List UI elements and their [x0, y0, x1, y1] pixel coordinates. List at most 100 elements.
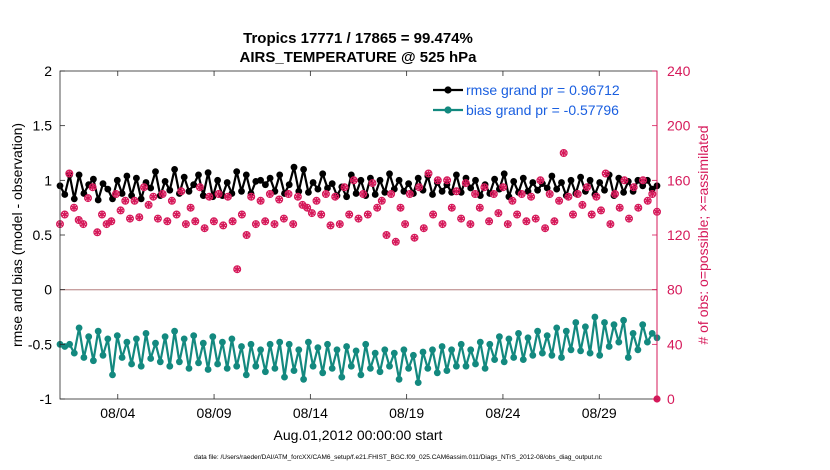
- point-rmse: [386, 170, 393, 178]
- point-obs-assimilated: [424, 169, 432, 178]
- chart-subtitle: AIRS_TEMPERATURE @ 525 hPa: [240, 49, 478, 66]
- point-rmse: [534, 186, 541, 194]
- point-bias: [376, 368, 384, 376]
- point-bias: [276, 338, 284, 346]
- asterisk-stroke: [275, 197, 283, 202]
- asterisk-stroke: [149, 194, 157, 200]
- asterisk-stroke: [210, 218, 218, 224]
- asterisk-stroke: [196, 184, 204, 190]
- point-obs-assimilated: [131, 197, 139, 205]
- point-bias: [610, 321, 618, 329]
- point-obs-assimilated: [65, 169, 73, 178]
- point-bias: [94, 327, 102, 335]
- point-bias: [161, 333, 169, 341]
- point-obs-assimilated: [61, 210, 69, 219]
- point-obs-assimilated: [368, 179, 377, 187]
- asterisk-stroke: [229, 218, 237, 224]
- point-rmse: [137, 195, 145, 203]
- point-obs-assimilated: [448, 204, 456, 212]
- point-rmse: [238, 187, 245, 195]
- asterisk-stroke: [280, 216, 288, 222]
- point-obs-assimilated: [457, 215, 465, 223]
- point-rmse: [152, 168, 159, 176]
- point-rmse: [276, 171, 284, 179]
- point-bias: [338, 373, 346, 381]
- asterisk-stroke: [648, 191, 656, 197]
- point-obs-assimilated: [555, 197, 563, 205]
- asterisk-stroke: [135, 214, 143, 220]
- asterisk-stroke: [261, 218, 269, 224]
- point-obs-assimilated: [536, 176, 544, 184]
- point-rmse: [199, 192, 207, 200]
- asterisk-stroke: [224, 194, 232, 200]
- point-bias: [433, 369, 441, 377]
- asterisk-stroke: [569, 212, 577, 217]
- point-obs-assimilated: [261, 217, 269, 225]
- point-obs-assimilated: [159, 190, 167, 198]
- asterisk-stroke: [177, 188, 185, 194]
- point-bias: [75, 324, 83, 332]
- point-obs-assimilated: [494, 209, 502, 217]
- point-obs-assimilated: [513, 210, 521, 219]
- point-obs-assimilated: [508, 197, 516, 205]
- point-rmse: [381, 189, 389, 196]
- asterisk-stroke: [112, 191, 120, 197]
- point-rmse: [133, 174, 140, 182]
- point-obs-assimilated: [350, 176, 358, 184]
- point-obs-assimilated: [149, 193, 157, 201]
- asterisk-stroke: [574, 191, 582, 197]
- asterisk-stroke: [546, 191, 554, 197]
- asterisk-stroke: [340, 184, 349, 190]
- asterisk-stroke: [597, 207, 605, 213]
- asterisk-stroke: [578, 202, 586, 208]
- asterisk-stroke: [462, 180, 470, 186]
- point-rmse: [285, 181, 293, 189]
- asterisk-stroke: [317, 212, 325, 217]
- point-obs-assimilated: [406, 190, 414, 198]
- asterisk-stroke: [368, 180, 377, 186]
- point-obs-assimilated: [429, 210, 437, 219]
- point-rmse: [548, 172, 556, 180]
- asterisk-stroke: [634, 205, 642, 211]
- asterisk-stroke: [345, 212, 353, 217]
- point-rmse: [519, 174, 527, 182]
- point-obs-assimilated: [396, 204, 405, 212]
- asterisk-stroke: [471, 191, 479, 197]
- point-obs-assimilated: [378, 197, 386, 205]
- point-obs-assimilated: [317, 210, 325, 219]
- asterisk-stroke: [205, 194, 213, 200]
- asterisk-stroke: [606, 221, 614, 227]
- y-tick-label-right: 40: [667, 336, 683, 352]
- point-bias: [601, 319, 608, 326]
- asterisk-stroke: [131, 198, 139, 204]
- point-rmse: [104, 185, 112, 193]
- point-obs-assimilated: [527, 193, 535, 201]
- point-bias: [238, 343, 245, 350]
- point-obs-assimilated: [163, 217, 171, 225]
- y-tick-label-left: -0.5: [28, 336, 52, 352]
- point-bias: [252, 362, 260, 370]
- point-obs-assimilated: [322, 190, 330, 198]
- asterisk-stroke: [117, 207, 125, 213]
- point-bias: [586, 349, 594, 357]
- point-rmse: [161, 178, 169, 185]
- point-obs-assimilated: [135, 213, 143, 221]
- point-bias: [228, 335, 236, 343]
- point-obs-assimilated: [415, 183, 423, 191]
- point-bias: [582, 323, 589, 331]
- point-rmse: [242, 171, 250, 179]
- y-tick-label-right: 120: [667, 227, 691, 243]
- y-tick-label-right: 160: [667, 172, 691, 188]
- asterisk-stroke: [518, 191, 526, 197]
- point-rmse: [429, 191, 436, 198]
- asterisk-stroke: [65, 171, 73, 176]
- point-obs-assimilated: [578, 201, 586, 209]
- asterisk-stroke: [159, 191, 167, 197]
- point-obs-assimilated: [303, 204, 311, 212]
- point-bias: [104, 335, 112, 343]
- point-obs-assimilated: [462, 179, 470, 187]
- point-obs-assimilated: [597, 206, 605, 214]
- point-obs-assimilated: [616, 204, 624, 212]
- point-bias: [577, 347, 584, 355]
- point-obs-assimilated: [215, 190, 223, 198]
